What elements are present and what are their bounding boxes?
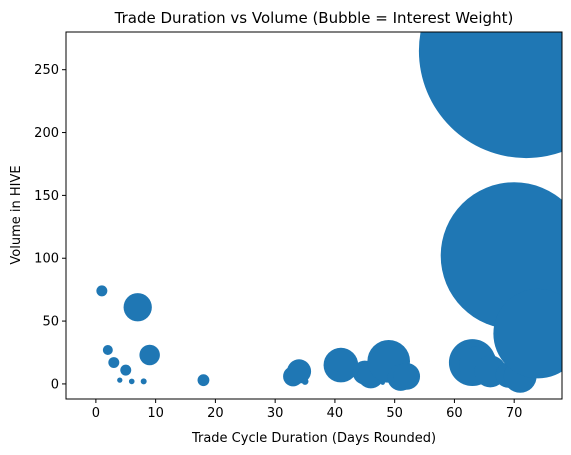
bubble-point	[287, 359, 312, 384]
x-tick-label: 40	[327, 406, 344, 421]
y-tick-label: 200	[34, 126, 59, 141]
bubble-point	[393, 362, 421, 390]
bubble-point	[102, 344, 113, 355]
bubble-point	[128, 378, 135, 385]
chart-title: Trade Duration vs Volume (Bubble = Inter…	[114, 9, 514, 27]
bubble-point	[323, 347, 359, 383]
x-tick-label: 30	[267, 406, 284, 421]
y-tick-label: 100	[34, 252, 59, 267]
bubbles-layer	[96, 32, 562, 393]
bubble-point	[418, 32, 562, 159]
y-tick-label: 0	[51, 377, 59, 392]
bubble-point	[301, 377, 309, 385]
y-tick-label: 150	[34, 189, 59, 204]
plot-frame	[65, 31, 563, 400]
y-tick-label: 250	[34, 63, 59, 78]
x-tick-label: 0	[92, 406, 100, 421]
y-tick-label: 50	[42, 315, 59, 330]
x-tick-label: 50	[386, 406, 403, 421]
bubble-point	[197, 374, 210, 387]
bubble-point	[139, 344, 160, 366]
bubble-point	[140, 378, 147, 385]
bubble-point	[120, 364, 132, 376]
x-tick-label: 60	[446, 406, 463, 421]
y-axis-label: Volume in HIVE	[9, 165, 24, 264]
x-tick-label: 10	[147, 406, 164, 421]
x-tick-label: 20	[207, 406, 224, 421]
bubble-point	[493, 288, 562, 379]
x-tick-label: 70	[506, 406, 523, 421]
bubble-point	[123, 293, 152, 322]
x-axis-label: Trade Cycle Duration (Days Rounded)	[191, 431, 436, 446]
bubble-point	[96, 285, 108, 297]
bubble-point	[117, 377, 123, 383]
y-axis-ticks: 0 50 100 150 200 250	[34, 63, 66, 392]
bubble-point	[108, 357, 120, 369]
x-axis-ticks: 0 10 20 30 40 50 60 70	[92, 399, 523, 421]
